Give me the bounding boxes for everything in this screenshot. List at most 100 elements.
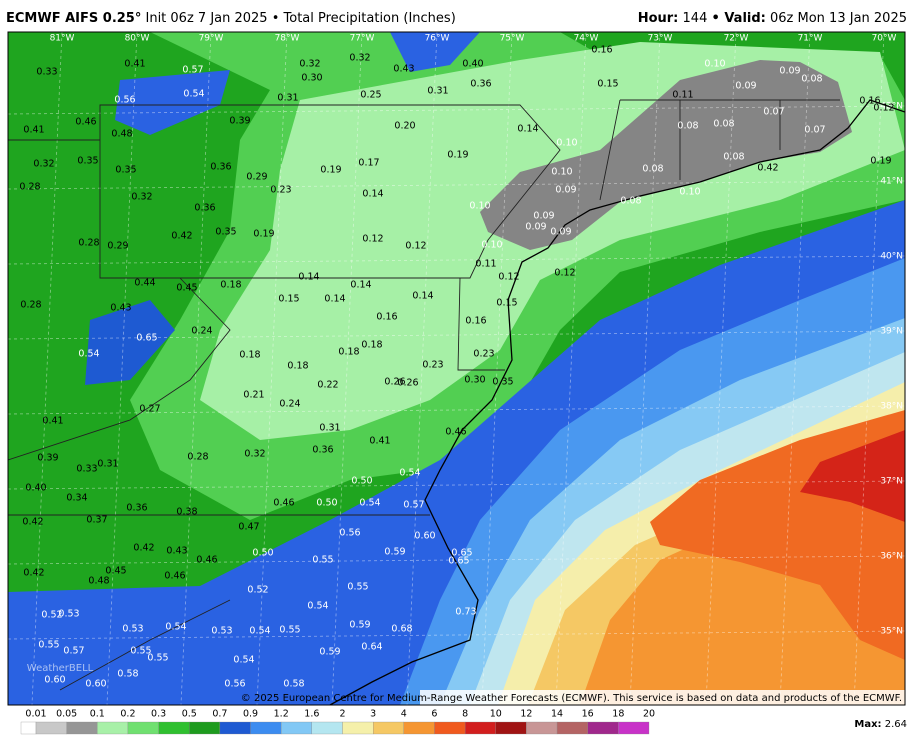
lon-label: 73°W xyxy=(648,34,673,44)
value-label: 0.36 xyxy=(126,503,147,514)
colorbar-swatch xyxy=(158,721,190,735)
value-label: 0.10 xyxy=(481,240,502,251)
value-label: 0.59 xyxy=(319,647,340,658)
title: ECMWF AIFS 0.25° xyxy=(6,11,141,26)
value-label: 0.34 xyxy=(66,493,87,504)
value-label: 0.11 xyxy=(475,259,496,270)
value-label: 0.09 xyxy=(550,227,571,238)
value-label: 0.53 xyxy=(211,626,232,637)
value-label: 0.54 xyxy=(233,655,254,666)
value-label: 0.38 xyxy=(176,507,197,518)
value-label: 0.65 xyxy=(451,548,472,559)
value-label: 0.17 xyxy=(358,158,379,169)
value-label: 0.46 xyxy=(196,555,217,566)
value-label: 0.18 xyxy=(338,347,359,358)
colorbar: 0.01 0.05 0.1 0.2 0.3 0.5 0.7 0.9 1.2 1.6 2 3 4 6 8 10 1… xyxy=(20,709,655,735)
value-label: 0.30 xyxy=(464,375,485,386)
value-label: 0.56 xyxy=(114,95,135,106)
value-label: 0.09 xyxy=(525,222,546,233)
value-label: 0.54 xyxy=(249,626,270,637)
value-label: 0.12 xyxy=(554,268,575,279)
value-label: 0.47 xyxy=(238,522,259,533)
value-label: 0.32 xyxy=(244,449,265,460)
value-label: 0.23 xyxy=(473,349,494,360)
colorbar-swatch xyxy=(311,721,343,735)
grid: 81°W 80°W 79°W 78°W 77°W 76°W 75°W 74°W 73°W 72°W… xyxy=(8,32,905,705)
value-label: 0.37 xyxy=(86,515,107,526)
value-label: 0.10 xyxy=(704,59,725,70)
colorbar-swatch xyxy=(342,721,374,735)
value-label: 0.48 xyxy=(88,576,109,587)
value-label: 0.08 xyxy=(723,152,744,163)
colorbar-swatch xyxy=(372,721,404,735)
colorbar-label: 1.2 xyxy=(274,709,289,720)
value-label: 0.65 xyxy=(448,556,469,567)
value-label: 0.32 xyxy=(299,59,320,70)
value-label: 0.26 xyxy=(397,378,418,389)
value-label: 0.08 xyxy=(620,196,641,207)
value-label: 0.26 xyxy=(384,377,405,388)
value-label: 0.35 xyxy=(77,156,98,167)
value-label: 0.15 xyxy=(278,294,299,305)
value-label: 0.27 xyxy=(139,404,160,415)
value-label: 0.11 xyxy=(672,90,693,101)
value-label: 0.31 xyxy=(427,86,448,97)
colorbar-label: 0.05 xyxy=(56,709,77,720)
value-label: 0.55 xyxy=(147,653,168,664)
colorbar-label: 18 xyxy=(612,709,624,720)
colorbar-swatch xyxy=(556,721,588,735)
header-title: ECMWF AIFS 0.25° Init 06z 7 Jan 2025 • T… xyxy=(6,11,456,26)
meridian xyxy=(180,32,212,705)
value-label: 0.44 xyxy=(134,278,155,289)
value-label: 0.55 xyxy=(130,646,151,657)
value-label: 0.09 xyxy=(533,211,554,222)
value-label: 0.08 xyxy=(801,74,822,85)
value-label: 0.50 xyxy=(252,548,273,559)
value-label: 0.57 xyxy=(63,646,84,657)
value-label: 0.25 xyxy=(360,90,381,101)
value-label: 0.29 xyxy=(107,241,128,252)
value-label: 0.16 xyxy=(465,316,486,327)
value-label: 0.07 xyxy=(763,107,784,118)
value-label: 0.53 xyxy=(58,609,79,620)
value-label: 0.09 xyxy=(779,66,800,77)
value-label: 0.18 xyxy=(239,350,260,361)
value-label: 0.14 xyxy=(350,280,371,291)
value-label: 0.28 xyxy=(78,238,99,249)
value-label: 0.60 xyxy=(44,675,65,686)
value-label: 0.16 xyxy=(859,96,880,107)
value-label: 0.23 xyxy=(422,360,443,371)
map-frame xyxy=(7,31,906,706)
value-label: 0.54 xyxy=(359,498,380,509)
meridian xyxy=(853,32,885,705)
colorbar-label: 3 xyxy=(370,709,376,720)
colorbar-swatch xyxy=(66,721,98,735)
lon-label: 72°W xyxy=(724,34,749,44)
colorbar-label: 1.6 xyxy=(304,709,319,720)
lat-label: 37°N xyxy=(880,477,903,487)
value-label: 0.52 xyxy=(41,610,62,621)
value-label: 0.09 xyxy=(735,81,756,92)
value-label: 0.42 xyxy=(22,517,43,528)
colorbar-swatch xyxy=(618,721,650,735)
lat-label: 41°N xyxy=(880,177,903,187)
value-label: 0.12 xyxy=(362,234,383,245)
value-labels: 0.330.410.570.560.540.320.300.310.320.25… xyxy=(19,45,894,690)
value-label: 0.10 xyxy=(556,138,577,149)
value-label: 0.55 xyxy=(347,582,368,593)
value-label: 0.12 xyxy=(498,272,519,283)
field xyxy=(800,430,905,522)
value-label: 0.31 xyxy=(277,93,298,104)
value-label: 0.46 xyxy=(164,571,185,582)
meridian xyxy=(481,32,513,705)
coastline xyxy=(329,99,905,705)
colorbar-label: 4 xyxy=(401,709,407,720)
value-label: 0.24 xyxy=(279,399,300,410)
colorbar-label: 12 xyxy=(520,709,532,720)
value-label: 0.14 xyxy=(412,291,433,302)
colorbar-label: 10 xyxy=(490,709,502,720)
value-label: 0.29 xyxy=(246,172,267,183)
colorbar-swatch xyxy=(526,721,558,735)
valid-label: • Valid: xyxy=(712,11,766,26)
value-label: 0.42 xyxy=(171,231,192,242)
